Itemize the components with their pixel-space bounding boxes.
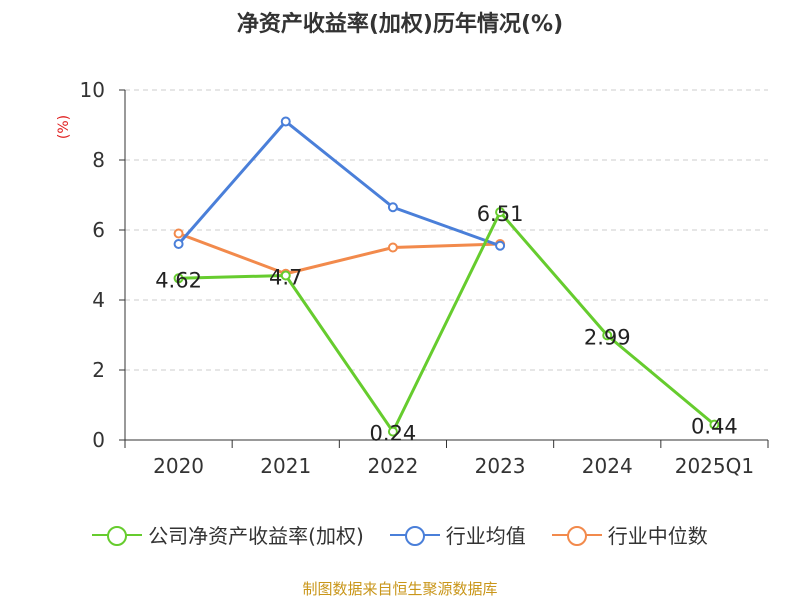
legend-marker-icon [92,525,143,546]
legend-marker-icon [551,525,602,546]
legend-item-company-roe[interactable]: 公司净资产收益率(加权) [92,520,364,549]
data-point [495,240,506,251]
data-label: 4.7 [269,266,302,290]
series-line [178,210,716,434]
source-note: 制图数据来自恒生聚源数据库 [302,580,498,598]
data-label: 2.99 [584,325,631,349]
data-label: 6.51 [477,202,524,226]
x-tick-label: 2024 [582,454,633,478]
legend-label: 行业均值 [445,524,526,548]
data-point [709,419,720,430]
data-point [602,330,613,341]
legend-item-industry-mean[interactable]: 行业均值 [389,520,526,549]
data-point [387,426,398,437]
y-tick-label: 0 [92,428,105,452]
data-label: 0.24 [370,422,417,446]
data-point [387,202,398,213]
legend-label: 公司净资产收益率(加权) [148,524,364,548]
data-label: 4.62 [155,268,202,292]
data-point [173,228,184,239]
legend-marker-icon [389,525,440,546]
y-tick-label: 4 [92,288,105,312]
data-point [173,273,184,284]
series-line [177,120,501,248]
y-axis-label: (%) [56,115,72,139]
series-line [178,232,501,276]
x-tick-label: 2020 [153,454,204,478]
data-label: 0.44 [691,415,738,439]
data-point [280,116,291,127]
legend-label: 行业中位数 [607,524,708,548]
y-tick-label: 6 [92,218,105,242]
data-point [387,242,398,253]
x-tick-label: 2022 [367,454,418,478]
x-tick-label: 2025Q1 [675,454,754,478]
data-point [173,239,184,249]
legend-item-industry-median[interactable]: 行业中位数 [551,520,708,549]
y-tick-label: 8 [92,148,105,172]
data-point [280,270,291,281]
x-tick-label: 2023 [475,454,526,478]
x-tick-label: 2021 [260,454,311,478]
data-point [495,207,506,218]
chart-title: 净资产收益率(加权)历年情况(%) [236,12,564,37]
y-tick-label: 2 [92,358,105,382]
chart-legend: 公司净资产收益率(加权) 行业均值 行业中位数 [0,520,800,549]
y-tick-label: 10 [80,78,105,102]
